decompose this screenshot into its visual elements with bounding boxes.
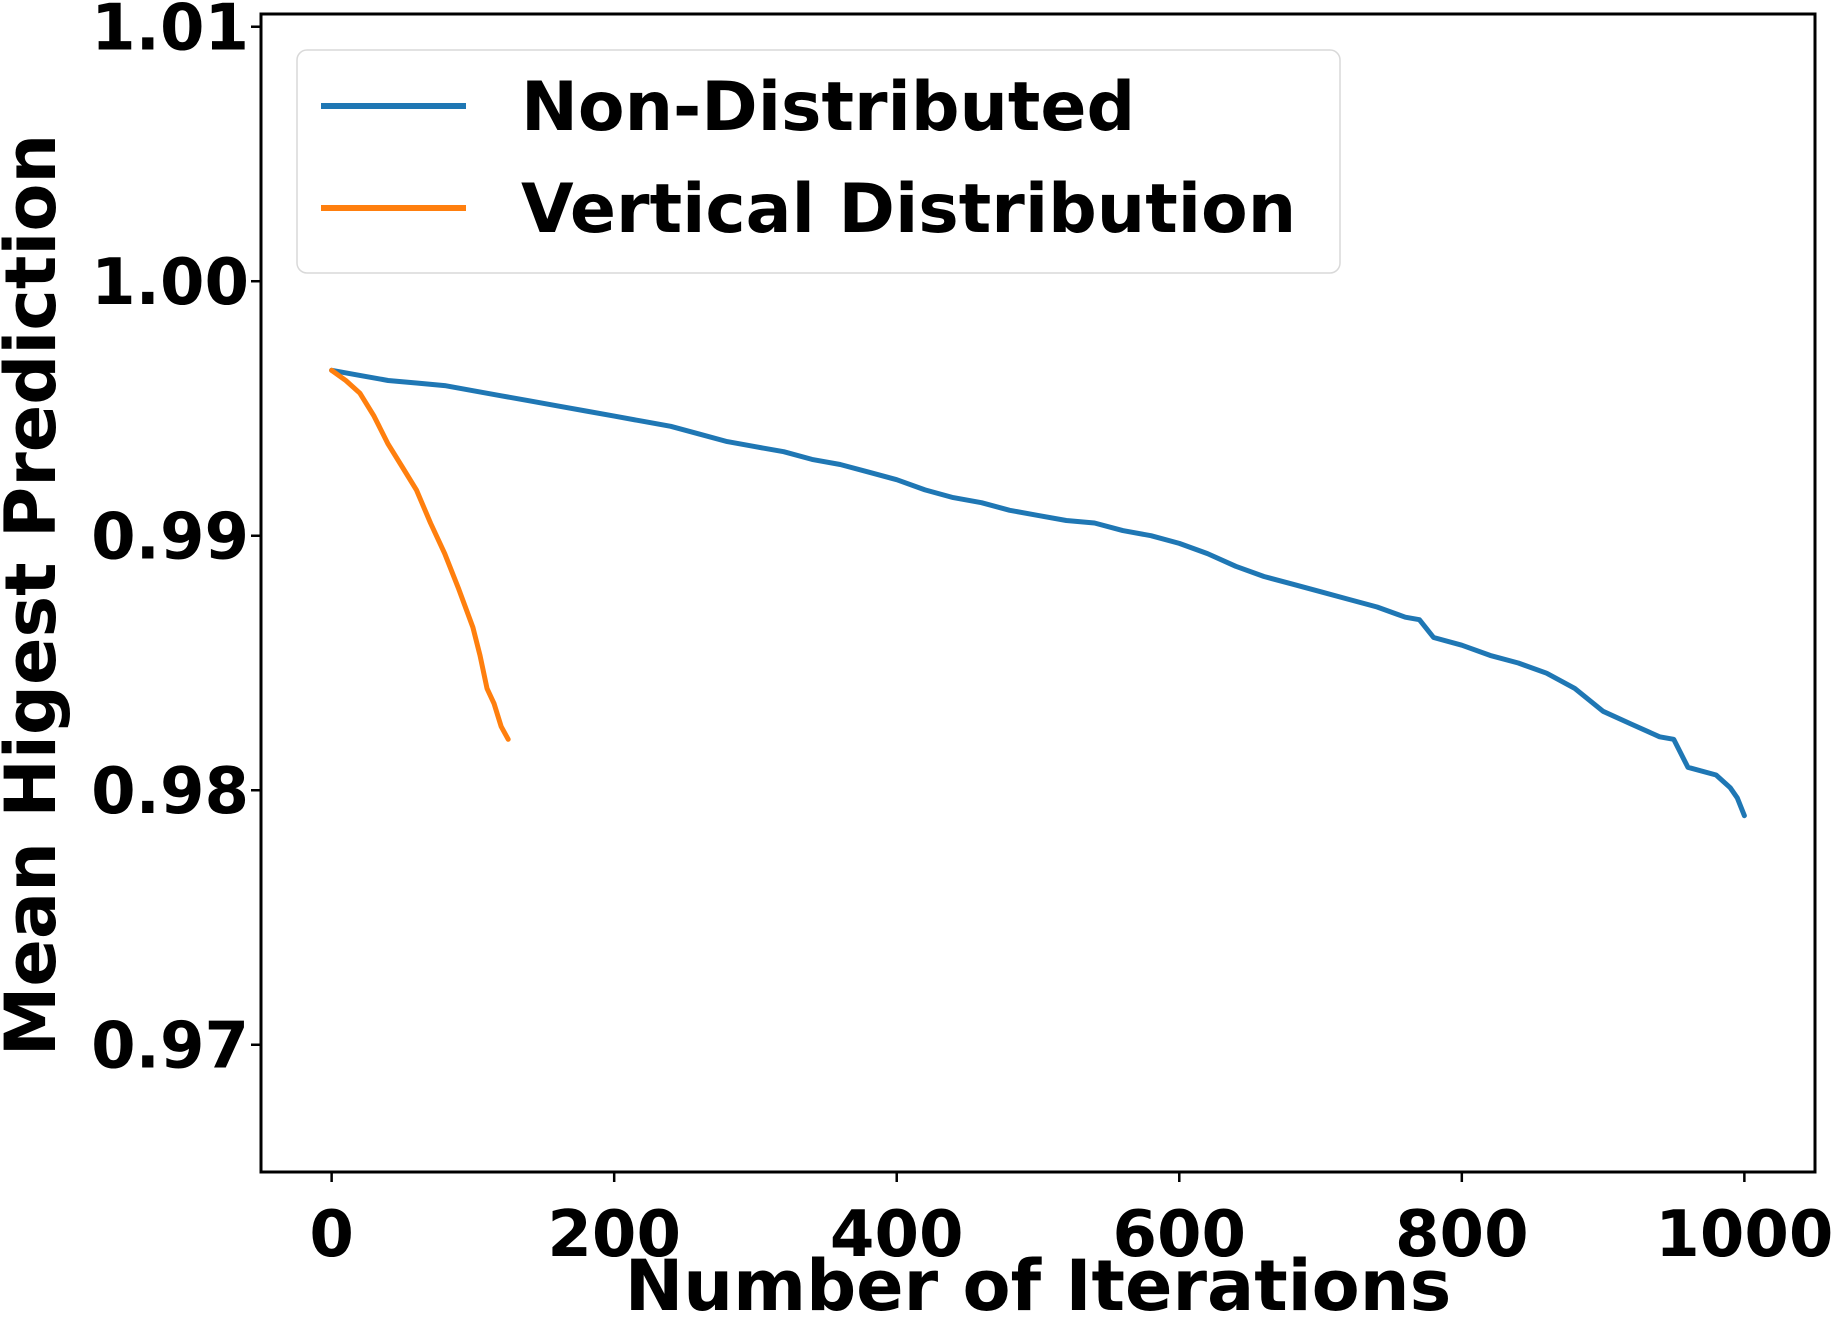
series-lines bbox=[329, 367, 1747, 819]
x-tick-label: 1000 bbox=[1655, 1198, 1833, 1272]
x-tick-label: 800 bbox=[1395, 1198, 1529, 1272]
y-tick-label: 1.00 bbox=[91, 246, 249, 320]
legend-label-vertical-distribution: Vertical Distribution bbox=[521, 170, 1296, 249]
plot-area-frame bbox=[259, 12, 1817, 1174]
axis-tick-labels: 0 200 400 600 800 1000 0.97 0.98 0.99 1.00 1.01 bbox=[91, 0, 1833, 1272]
x-tick-label: 200 bbox=[547, 1198, 681, 1272]
y-tick-label: 0.98 bbox=[91, 755, 249, 829]
x-tick-label: 600 bbox=[1112, 1198, 1246, 1272]
y-tick-label: 1.01 bbox=[91, 0, 249, 66]
y-axis-label: Mean Higest Prediction bbox=[0, 134, 72, 1057]
y-tick-label: 0.97 bbox=[91, 1010, 249, 1084]
series-line-non-distributed bbox=[329, 367, 1747, 819]
axis-ticks bbox=[251, 25, 1746, 1182]
x-tick-label: 400 bbox=[830, 1198, 964, 1272]
legend-label-non-distributed: Non-Distributed bbox=[521, 68, 1135, 147]
y-tick-label: 0.99 bbox=[91, 501, 249, 575]
legend-box bbox=[296, 49, 1341, 274]
legend: Non-Distributed Vertical Distribution bbox=[296, 49, 1341, 274]
x-tick-label: 0 bbox=[309, 1198, 354, 1272]
x-axis-label: Number of Iterations bbox=[625, 1245, 1452, 1320]
series-line-vertical-distribution bbox=[329, 367, 511, 742]
